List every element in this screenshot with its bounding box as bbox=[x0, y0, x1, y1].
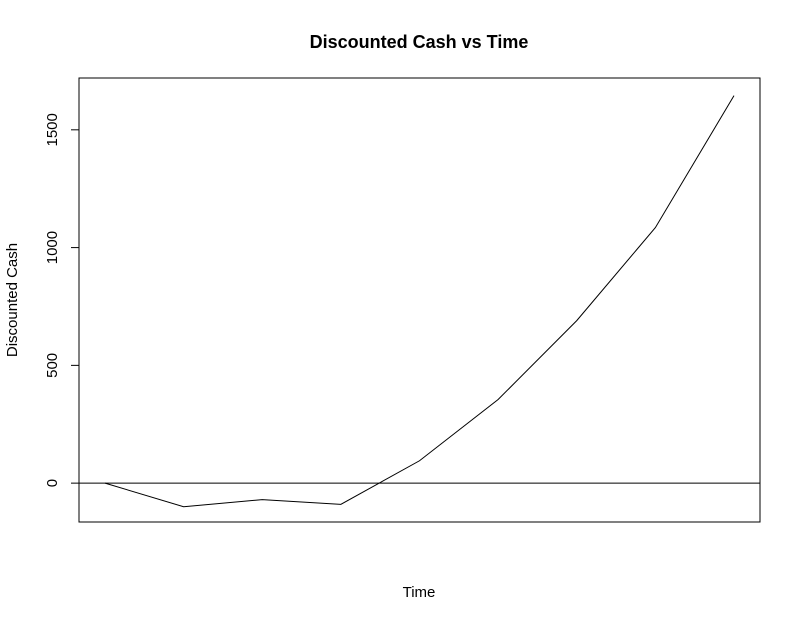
series-line bbox=[104, 95, 735, 508]
y-tick-label: 1500 bbox=[44, 113, 61, 146]
plot-frame bbox=[78, 77, 761, 523]
y-tick-label: 1000 bbox=[44, 231, 61, 264]
x-axis-label: Time bbox=[403, 584, 436, 601]
y-axis: 0 500 1000 1500 bbox=[44, 113, 79, 487]
y-axis-label: Discounted Cash bbox=[4, 243, 21, 357]
y-tick-label: 0 bbox=[44, 479, 61, 487]
data-points bbox=[104, 94, 736, 508]
y-tick-label: 500 bbox=[44, 353, 61, 378]
chart-title: Discounted Cash vs Time bbox=[310, 32, 529, 52]
